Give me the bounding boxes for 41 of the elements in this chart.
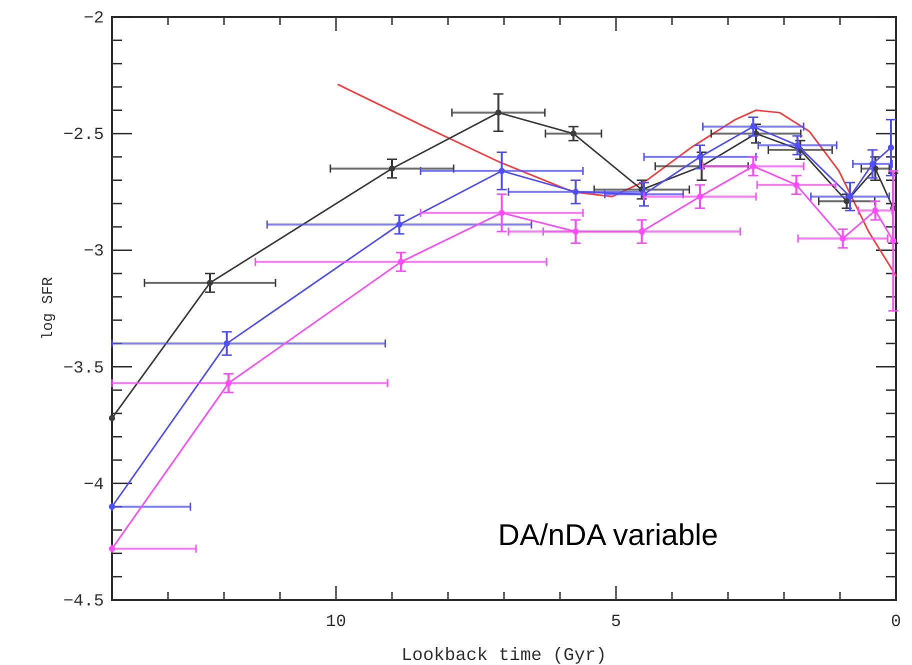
point (396, 221, 402, 228)
point (108, 415, 116, 422)
point (638, 228, 645, 235)
y-tick-label: −4.5 (63, 592, 104, 612)
point (890, 238, 896, 244)
point (794, 142, 801, 148)
point (225, 380, 232, 386)
point (572, 188, 579, 195)
point (398, 258, 404, 265)
point (498, 168, 505, 174)
y-axis-title: log SFR (40, 276, 57, 340)
point (696, 193, 704, 200)
point (206, 280, 214, 286)
x-tick-label: 10 (326, 613, 346, 632)
line-series (337, 84, 897, 277)
y-tick-label: −2.5 (63, 126, 104, 146)
point (696, 154, 704, 160)
y-tick-label: −2 (84, 9, 104, 28)
y-tick-label: −3 (84, 242, 104, 262)
point (495, 110, 502, 116)
point (224, 340, 230, 347)
point (108, 546, 116, 552)
point (869, 160, 876, 167)
point (570, 130, 577, 137)
point (750, 124, 756, 130)
point (872, 207, 878, 214)
point (846, 193, 854, 200)
point (888, 144, 894, 151)
point (498, 210, 505, 216)
point (793, 182, 800, 188)
annotation: DA/nDA variable (498, 519, 718, 552)
point (108, 504, 116, 510)
point (572, 228, 579, 235)
y-tick-label: −3.5 (63, 359, 104, 378)
x-tick-label: 0 (890, 613, 902, 632)
x-tick-label: 5 (610, 613, 622, 632)
point (840, 235, 846, 242)
point (750, 163, 756, 170)
x-axis-title: Lookback time (Gyr) (401, 646, 607, 665)
y-tick-label: −4 (84, 476, 104, 495)
point (388, 165, 396, 172)
